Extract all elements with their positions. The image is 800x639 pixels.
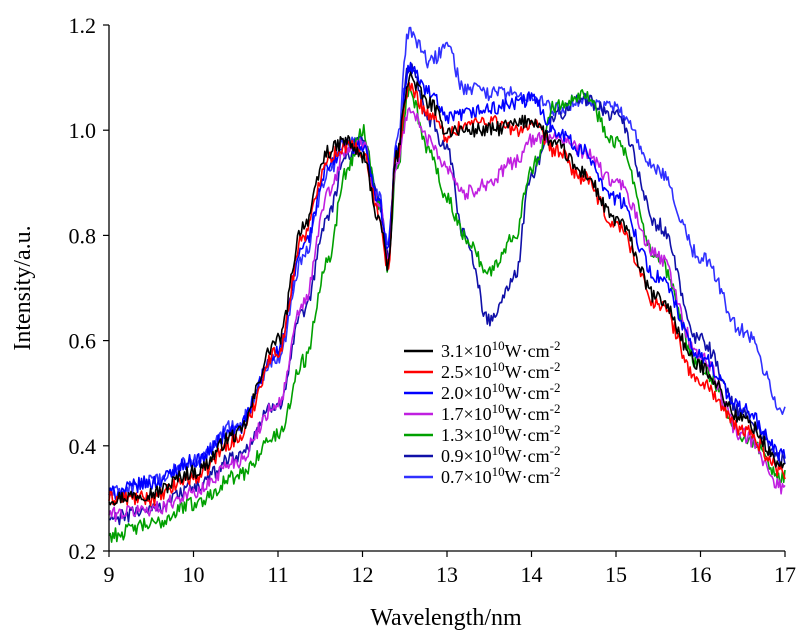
y-tick-label: 0.2 bbox=[69, 539, 97, 564]
x-tick-label: 15 bbox=[605, 562, 627, 587]
tick-labels: 9 10 11 12 13 14 15 16 17 0.2 0.4 0.6 0.8 1.0 1.2 bbox=[69, 13, 797, 587]
legend-label: 2.0×1010W·cm-2 bbox=[441, 380, 560, 403]
y-tick-label: 1.2 bbox=[69, 13, 97, 38]
x-tick-label: 17 bbox=[774, 562, 796, 587]
x-tick-label: 11 bbox=[267, 562, 288, 587]
x-tick-label: 10 bbox=[183, 562, 205, 587]
series-line bbox=[108, 26, 786, 496]
y-tick-label: 0.4 bbox=[69, 434, 97, 459]
y-axis-title: Intensity/a.u. bbox=[10, 225, 36, 350]
legend: 3.1×1010W·cm-22.5×1010W·cm-22.0×1010W·cm… bbox=[404, 338, 560, 487]
y-tick-label: 0.8 bbox=[69, 223, 97, 248]
x-axis-title: Wavelength/nm bbox=[370, 605, 522, 631]
x-tick-label: 9 bbox=[104, 562, 115, 587]
x-tick-label: 12 bbox=[352, 562, 374, 587]
series-line bbox=[108, 107, 786, 522]
legend-label: 0.7×1010W·cm-2 bbox=[441, 464, 560, 487]
x-tick-label: 16 bbox=[690, 562, 712, 587]
series-line bbox=[108, 71, 786, 506]
legend-label: 3.1×1010W·cm-2 bbox=[441, 338, 560, 361]
y-tick-label: 1.0 bbox=[69, 118, 97, 143]
y-tick-label: 0.6 bbox=[69, 329, 97, 354]
series-line bbox=[108, 86, 786, 543]
axes bbox=[103, 24, 786, 557]
legend-label: 1.3×1010W·cm-2 bbox=[441, 422, 560, 445]
series-layer bbox=[108, 26, 786, 543]
legend-label: 2.5×1010W·cm-2 bbox=[441, 359, 560, 382]
x-tick-label: 13 bbox=[436, 562, 458, 587]
x-tick-label: 14 bbox=[521, 562, 543, 587]
legend-label: 1.7×1010W·cm-2 bbox=[441, 401, 560, 424]
legend-label: 0.9×1010W·cm-2 bbox=[441, 443, 560, 466]
